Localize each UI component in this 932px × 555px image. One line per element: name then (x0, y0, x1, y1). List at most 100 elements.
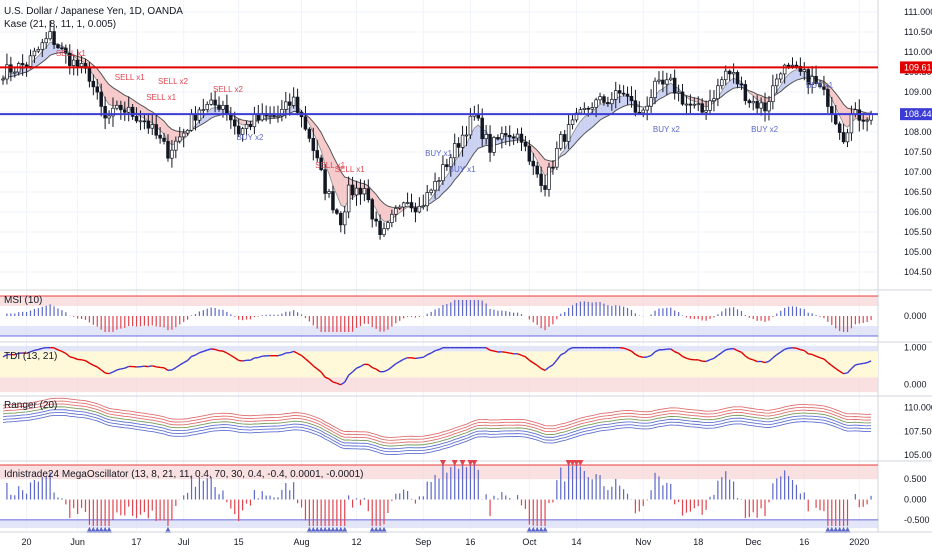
candle-body (803, 70, 806, 72)
candle-body (45, 39, 48, 43)
candle-body (304, 117, 307, 129)
time-tick-label: 16 (799, 537, 809, 547)
candle-body (92, 81, 95, 87)
candle-body (33, 51, 36, 56)
candle-body (174, 141, 177, 150)
candle-body (116, 105, 119, 108)
candle-body (705, 110, 708, 112)
msi-label[interactable]: MSI (10) (4, 295, 42, 306)
candle-body (402, 203, 405, 207)
price-tick-label: 107.000 (904, 167, 932, 177)
candle-body (740, 84, 743, 85)
candle-body (442, 165, 445, 181)
time-tick-label: 18 (693, 537, 703, 547)
candle-body (697, 104, 700, 105)
candle-body (367, 189, 370, 200)
candle-body (626, 94, 629, 96)
candle-body (292, 97, 295, 105)
candle-body (13, 72, 16, 73)
ranger-label[interactable]: Ranger (20) (4, 400, 57, 411)
mega-lower-zone (0, 520, 878, 528)
candle-body (603, 97, 606, 103)
candle-body (748, 101, 751, 103)
candle-body (677, 92, 680, 93)
tdi-line-segment (243, 360, 247, 361)
tdi-tick-label: 1.000 (904, 343, 927, 353)
candle-body (269, 115, 272, 116)
signal-label: BUY x2 (751, 125, 779, 134)
tdi-line-segment (82, 360, 86, 361)
candle-body (646, 106, 649, 110)
megaoscillator-label[interactable]: Idnistrade24 MegaOscillator (13, 8, 21, … (4, 469, 363, 480)
candle-body (418, 206, 421, 212)
tdi-lower-zone (0, 377, 878, 392)
candle-body (669, 78, 672, 80)
candle-body (178, 137, 181, 141)
candle-body (202, 110, 205, 111)
price-tick-label: 109.000 (904, 87, 932, 97)
candle-body (453, 143, 456, 157)
mega-tick-label: 0.500 (904, 474, 927, 484)
msi-pane[interactable] (0, 296, 878, 336)
time-tick-label: 12 (352, 537, 362, 547)
candle-body (465, 135, 468, 136)
tdi-line-segment (855, 364, 859, 365)
candle-body (701, 104, 704, 112)
candle-body (426, 193, 429, 206)
candle-body (339, 213, 342, 225)
candle-body (288, 102, 291, 106)
candle-body (744, 84, 747, 100)
candle-body (579, 110, 582, 113)
candle-body (795, 65, 798, 66)
tdi-line-segment (663, 349, 667, 350)
study-label[interactable]: Kase (21, 8, 11, 1, 0.005) (4, 19, 116, 30)
candle-body (182, 133, 185, 137)
candle-body (277, 116, 280, 117)
tdi-label[interactable]: TDI (13, 21) (4, 351, 57, 362)
tdi-line-segment (105, 373, 109, 374)
support-badge: 108.446 (904, 109, 932, 119)
candle-body (536, 166, 539, 174)
kase-band-segment (125, 95, 129, 108)
candle-body (190, 114, 193, 130)
candle-body (614, 91, 617, 100)
candle-body (630, 96, 633, 100)
candle-body (143, 121, 146, 122)
signal-label: SELL x1 (115, 73, 145, 82)
price-tick-label: 105.500 (904, 227, 932, 237)
msi-lower-zone (0, 326, 878, 336)
candle-body (2, 79, 5, 80)
candle-body (618, 91, 621, 94)
signal-label: BUY x1 (449, 165, 477, 174)
candle-body (222, 105, 225, 109)
tdi-line-segment (726, 349, 730, 350)
mega-tick-label: -0.500 (904, 515, 930, 525)
candle-body (489, 134, 492, 152)
candle-body (665, 80, 668, 84)
candle-body (186, 130, 189, 133)
symbol-title[interactable]: U.S. Dollar / Japanese Yen, 1D, OANDA (4, 6, 183, 17)
tdi-line-segment (412, 358, 416, 359)
signal-label: BUY x1 (425, 149, 453, 158)
time-tick-label: Jun (70, 537, 85, 547)
candle-body (155, 125, 158, 136)
candle-body (583, 108, 586, 109)
candle-body (96, 87, 99, 92)
candle-body (563, 134, 566, 141)
candle-body (728, 71, 731, 74)
tdi-pane[interactable] (0, 346, 878, 392)
tdi-line-segment (140, 366, 144, 367)
ranger-pane[interactable] (3, 398, 871, 454)
candle-body (194, 114, 197, 120)
candle-body (273, 115, 276, 116)
candle-body (253, 114, 256, 126)
candle-body (53, 32, 56, 45)
candle-body (567, 125, 570, 142)
candle-body (532, 161, 535, 166)
time-tick-label: Aug (294, 537, 310, 547)
tdi-line-segment (859, 363, 863, 364)
time-tick-label: 2020 (849, 537, 869, 547)
msi-tick-label: 0.000 (904, 311, 927, 321)
